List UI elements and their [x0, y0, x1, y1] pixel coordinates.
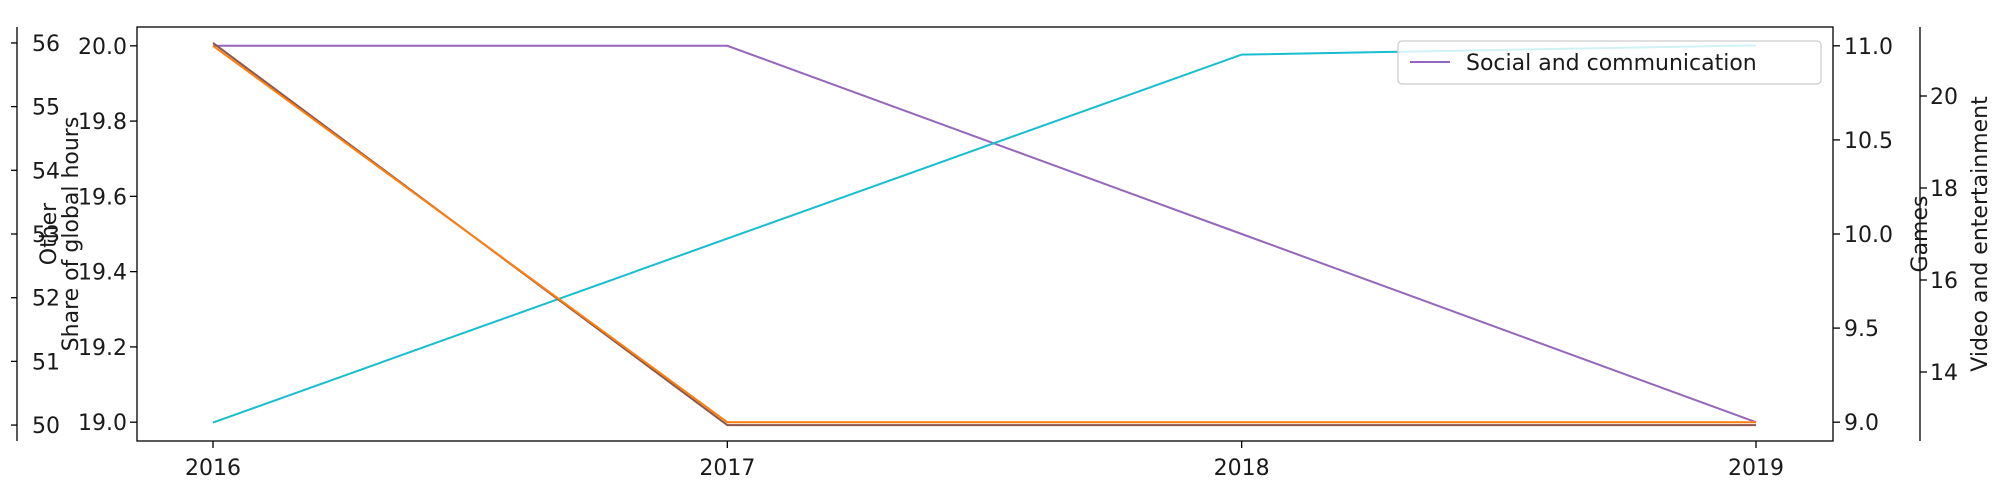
games-axis-tick-label: 9.5 — [1844, 317, 1879, 342]
plot-frame — [136, 26, 1834, 442]
share-axis-title: Share of global hours — [59, 117, 84, 352]
legend-entry-label: Social and communication — [1466, 51, 1757, 76]
x-tick-label: 2018 — [1214, 456, 1270, 481]
share-series-line — [212, 44, 1756, 424]
share-axis-tick-label: 20.0 — [78, 35, 127, 60]
video-series-line — [212, 44, 1757, 424]
other-axis-title: Other — [37, 202, 62, 265]
other-axis-tick-label: 53 — [32, 223, 60, 248]
share-axis-tick-label: 19.0 — [78, 411, 127, 436]
games-axis-tick-label: 10.0 — [1844, 223, 1893, 248]
other-axis-tick-label: 56 — [32, 32, 60, 57]
share-axis-tick-label: 19.8 — [78, 110, 127, 135]
social-and-communication-line — [213, 44, 1757, 424]
video-axis-tick-label: 16 — [1930, 269, 1958, 294]
legend-box — [1397, 40, 1822, 85]
other-axis-tick-label: 50 — [32, 414, 60, 439]
axes-layer: 2016 2017 2018 201919.019.219.419.619.820.0… — [11, 26, 1958, 481]
share-axis-tick-label: 19.6 — [78, 185, 127, 210]
share-axis-tick-label: 19.2 — [78, 336, 127, 361]
video-axis-tick-label: 14 — [1930, 361, 1958, 386]
games-axis-title: Games — [1908, 196, 1933, 273]
x-tick-label: 2017 — [699, 456, 755, 481]
legend: Social and communication — [1397, 40, 1822, 85]
other-axis-tick-label: 54 — [32, 159, 60, 184]
video-axis-tick-label: 20 — [1930, 85, 1958, 110]
video-axis-tick-label: 18 — [1930, 177, 1958, 202]
x-tick-label: 2016 — [185, 456, 241, 481]
share-axis-tick-label: 19.4 — [78, 261, 127, 286]
x-tick-label: 2019 — [1728, 456, 1784, 481]
video-axis-title: Video and entertainment — [1968, 96, 1993, 372]
other-axis-tick-label: 55 — [32, 96, 60, 121]
games-axis-tick-label: 11.0 — [1844, 35, 1893, 60]
games-axis-tick-label: 10.5 — [1844, 129, 1893, 154]
other-axis-tick-label: 51 — [32, 350, 60, 375]
series-layer — [212, 42, 1757, 427]
other-axis-tick-label: 52 — [32, 287, 60, 312]
other-series-line — [212, 42, 1756, 427]
games-axis-tick-label: 9.0 — [1844, 411, 1879, 436]
